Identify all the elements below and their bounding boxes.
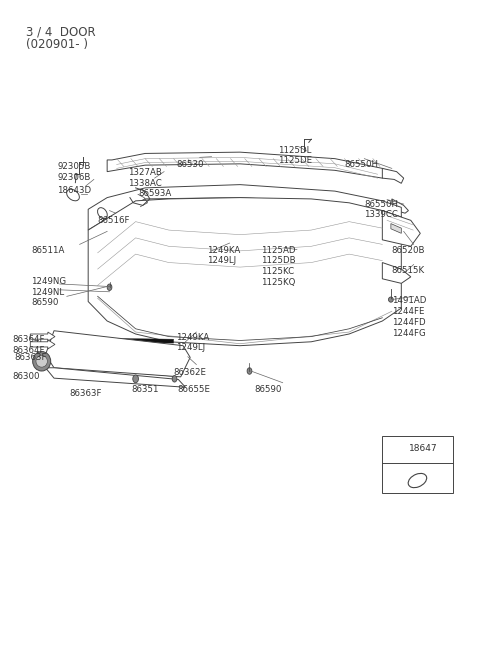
Polygon shape [88,198,401,346]
Polygon shape [69,351,170,356]
Text: 1491AD
1244FE
1244FD
1244FG: 1491AD 1244FE 1244FD 1244FG [392,296,426,337]
Polygon shape [391,223,401,233]
Ellipse shape [172,375,177,382]
Text: 86362E: 86362E [174,367,206,377]
Text: 92305B
92306B: 92305B 92306B [57,162,91,181]
Ellipse shape [107,284,112,290]
Text: 1125DL
1125DE: 1125DL 1125DE [278,145,312,166]
Text: 86516F: 86516F [97,215,130,225]
Polygon shape [107,152,392,178]
Polygon shape [69,338,174,343]
Polygon shape [383,263,411,284]
Text: 1125AD
1125DB
1125KC
1125KQ: 1125AD 1125DB 1125KC 1125KQ [261,246,296,287]
Polygon shape [69,358,168,363]
Text: 86590: 86590 [254,384,282,394]
Polygon shape [55,334,188,376]
Text: 86655E: 86655E [178,384,210,394]
Bar [383,436,453,493]
Polygon shape [46,367,185,387]
Text: (020901- ): (020901- ) [26,39,88,52]
Polygon shape [383,211,420,246]
Text: 18643D: 18643D [57,186,92,195]
Ellipse shape [408,474,427,488]
Ellipse shape [97,208,107,219]
Text: 86511A: 86511A [31,246,65,255]
Ellipse shape [33,352,51,371]
Text: 86364F
86364F: 86364F 86364F [12,335,45,355]
Polygon shape [30,332,55,341]
Text: 86520B: 86520B [392,246,425,255]
Text: 18647: 18647 [409,444,438,453]
Text: 3 / 4  DOOR: 3 / 4 DOOR [26,26,96,39]
Text: 86300: 86300 [12,371,40,381]
Polygon shape [392,199,408,213]
Polygon shape [69,364,166,369]
Text: 1327AB
1338AC: 1327AB 1338AC [129,168,162,188]
Text: 86363F: 86363F [14,354,47,362]
Text: 1249NG
1249NL
86590: 1249NG 1249NL 86590 [31,277,66,307]
Ellipse shape [36,356,48,367]
Ellipse shape [133,375,138,383]
Polygon shape [30,340,55,349]
Text: 86593A: 86593A [138,189,171,198]
Text: 1249KA
1249LJ: 1249KA 1249LJ [176,333,209,352]
Ellipse shape [247,367,252,374]
Text: 86550H: 86550H [344,160,378,169]
Polygon shape [88,185,401,230]
Polygon shape [69,345,172,350]
Ellipse shape [67,189,79,201]
Text: 1249KA
1249LJ: 1249KA 1249LJ [207,246,240,265]
Ellipse shape [388,297,393,302]
Text: 86530: 86530 [176,160,204,169]
Polygon shape [383,168,404,183]
Text: 86351: 86351 [131,384,158,394]
Text: 86363F: 86363F [69,389,102,398]
Text: 86550H
1339CC: 86550H 1339CC [364,200,398,219]
Polygon shape [46,331,190,377]
Text: 86515K: 86515K [392,266,425,275]
